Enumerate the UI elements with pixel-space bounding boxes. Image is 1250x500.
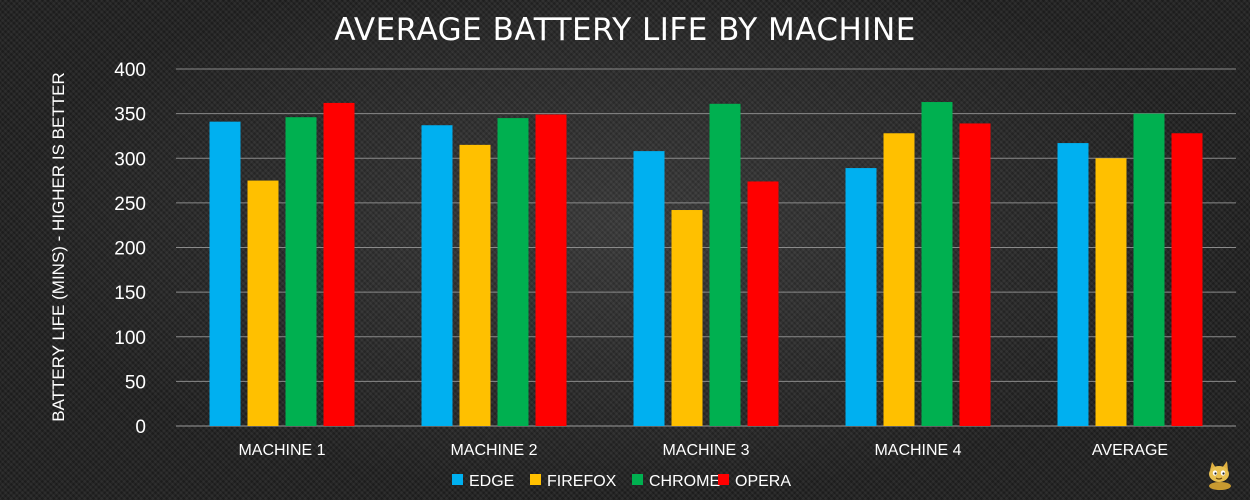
chart-title: AVERAGE BATTERY LIFE BY MACHINE [334,12,916,48]
legend-swatch-opera [718,474,729,485]
bar-chrome-machine-1 [285,117,317,426]
y-axis-ticks: 0 50 100 150 200 250 300 350 400 [114,60,146,438]
bar-opera-average [1171,133,1203,426]
y-tick-label: 50 [125,372,146,393]
bar-opera-machine-4 [959,123,991,426]
bar-edge-machine-4 [845,168,877,426]
y-tick-label: 400 [114,60,146,81]
y-tick-label: 350 [114,105,146,126]
bar-firefox-machine-2 [459,144,491,427]
y-tick-label: 200 [114,239,146,260]
bar-firefox-average [1095,158,1127,426]
bar-firefox-machine-4 [883,133,915,426]
category-labels: MACHINE 1 MACHINE 2 MACHINE 3 MACHINE 4 AVER… [238,442,1168,459]
legend-label-firefox: FIREFOX [547,473,617,490]
bar-opera-machine-1 [323,102,355,426]
x-category-label: MACHINE 2 [450,442,537,459]
legend-label-opera: OPERA [735,473,791,490]
bar-edge-machine-3 [633,151,665,427]
x-category-label: AVERAGE [1092,442,1168,459]
bar-firefox-machine-3 [671,210,703,426]
y-tick-label: 0 [135,417,146,438]
y-tick-label: 100 [114,328,146,349]
legend: EDGE FIREFOX CHROME OPERA [452,473,791,490]
y-axis-title: BATTERY LIFE (MINS) - HIGHER IS BETTER [49,72,68,422]
bar-chrome-machine-4 [921,102,953,427]
legend-swatch-firefox [530,474,541,485]
y-tick-label: 150 [114,283,146,304]
bar-edge-machine-1 [209,121,241,426]
bars [209,102,1203,427]
bar-edge-average [1057,143,1089,426]
legend-label-edge: EDGE [469,473,514,490]
legend-swatch-edge [452,474,463,485]
legend-label-chrome: CHROME [649,473,720,490]
legend-swatch-chrome [632,474,643,485]
y-tick-label: 250 [114,194,146,215]
bar-firefox-machine-1 [247,180,279,426]
x-category-label: MACHINE 1 [238,442,325,459]
bar-opera-machine-2 [535,114,567,426]
y-tick-label: 300 [114,149,146,170]
cartoon-cat-logo-icon [1209,461,1231,490]
bar-chrome-machine-2 [497,118,529,427]
bar-chrome-machine-3 [709,103,741,427]
bar-opera-machine-3 [747,181,779,426]
x-category-label: MACHINE 3 [662,442,749,459]
bar-chrome-average [1133,113,1165,426]
x-category-label: MACHINE 4 [874,442,961,459]
bar-edge-machine-2 [421,125,453,426]
